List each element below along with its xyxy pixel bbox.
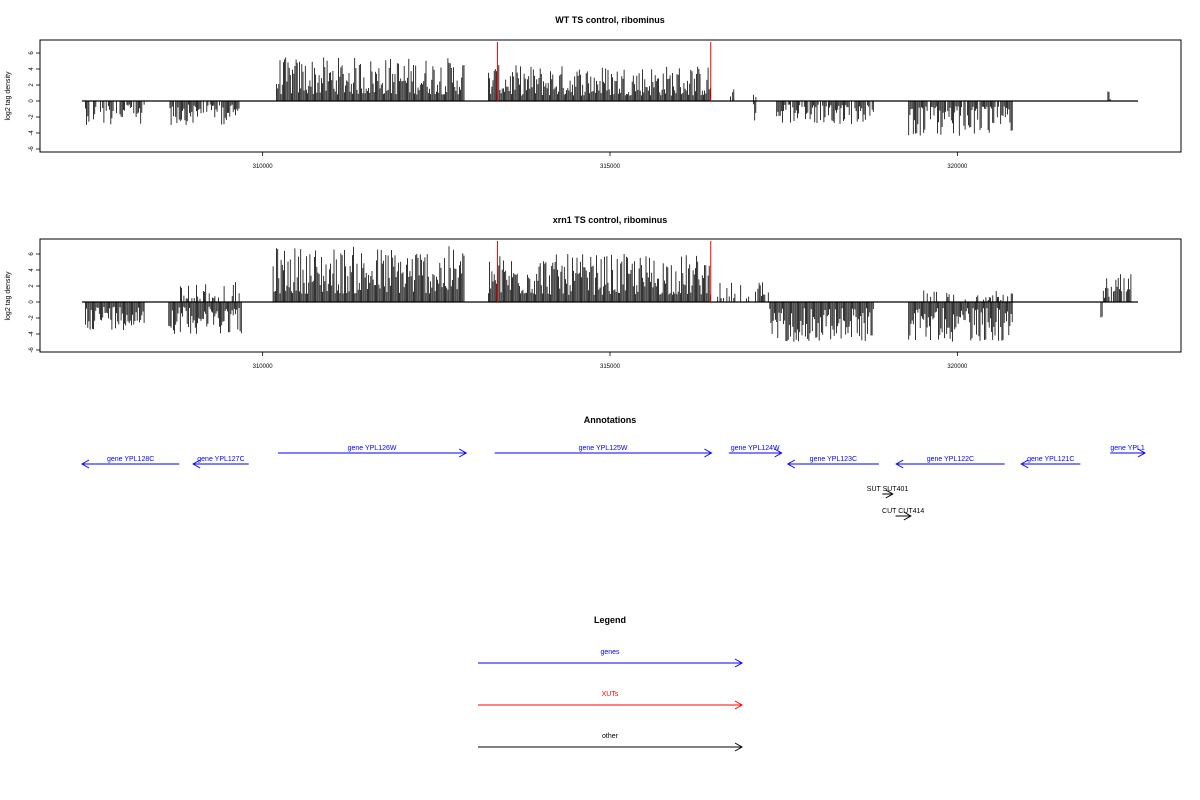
annotation-arrow-head <box>903 511 912 521</box>
xrn1-signal-bars <box>82 246 1138 342</box>
y-tick-label: -4 <box>29 130 35 136</box>
legend-label: XUTs <box>602 691 619 698</box>
annotation-gene: gene YPL122C <box>895 456 1005 469</box>
legend-arrow-head <box>734 700 744 710</box>
x-tick-label: 315000 <box>600 164 621 170</box>
annotation-arrow-head <box>1020 459 1029 469</box>
annotation-label: gene YPL1 <box>1110 445 1145 452</box>
y-tick-label: -4 <box>29 331 35 337</box>
annotation-arrow-head <box>80 459 90 469</box>
annotation-gene: gene YPL125W <box>494 445 713 458</box>
annotation-arrow-head <box>1137 448 1146 458</box>
annotations-title: Annotations <box>584 415 637 425</box>
wt-track-title: WT TS control, ribominus <box>555 15 665 25</box>
annotation-label: gene YPL122C <box>927 456 974 463</box>
wt-y-axis: -6 -4 -2 0 2 4 6 <box>29 51 40 152</box>
y-tick-label: -6 <box>29 347 35 353</box>
wt-plot-frame <box>39 39 1182 153</box>
annotation-label: gene YPL128C <box>107 456 154 463</box>
legend-title: Legend <box>594 615 626 625</box>
annotation-arrow-head <box>704 448 713 458</box>
annotation-gene: gene YPL121C <box>1020 456 1081 469</box>
y-tick-label: 6 <box>29 51 35 55</box>
xrn1-track-title: xrn1 TS control, ribominus <box>553 215 668 225</box>
x-tick-label: 310000 <box>253 364 274 370</box>
y-tick-label: 2 <box>29 284 35 288</box>
y-tick-label: 2 <box>29 83 35 87</box>
xrn1-plot-frame <box>39 238 1182 353</box>
annotation-label: gene YPL121C <box>1027 456 1074 463</box>
xrn1-xut-markers <box>496 241 712 302</box>
annotation-label: SUT SUT401 <box>867 486 909 493</box>
x-tick-label: 320000 <box>947 164 968 170</box>
annotation-features: gene YPL128C gene YPL127C gene YPL126W gene… <box>80 445 1146 521</box>
annotations-track: Annotations gene YPL128C gene YPL127Cgene… <box>80 415 1146 521</box>
annotation-gene: gene YPL127C <box>192 456 249 469</box>
annotation-label: gene YPL127C <box>197 456 244 463</box>
y-tick-label: -2 <box>29 315 35 321</box>
x-tick-label: 320000 <box>947 364 968 370</box>
y-tick-label: 0 <box>29 99 35 103</box>
annotation-label: CUT CUT414 <box>882 508 924 515</box>
annotation-gene: gene YPL128C <box>80 456 180 469</box>
legend: Legend genes XUTs other <box>478 615 744 752</box>
annotation-arrow-head <box>774 448 783 458</box>
legend-label: genes <box>600 649 620 656</box>
annotation-label: gene YPL124W <box>731 445 780 452</box>
y-tick-label: 4 <box>29 67 35 71</box>
annotation-arrow-head <box>458 448 468 458</box>
legend-entry-xut: XUTs <box>478 691 744 710</box>
y-tick-label: -2 <box>29 114 35 120</box>
legend-entries: genes XUTs other <box>478 649 744 752</box>
annotation-gene: gene YPL123C <box>786 456 879 469</box>
annotation-gene: gene YPL1 <box>1110 445 1146 458</box>
wt-y-axis-label: log2 tag density <box>5 71 12 121</box>
y-tick-label: 4 <box>29 268 35 272</box>
annotation-arrow-head <box>786 459 796 469</box>
annotation-label: gene YPL126W <box>348 445 397 452</box>
legend-arrow-head <box>734 658 744 668</box>
xrn1-y-axis-label: log2 tag density <box>5 271 12 321</box>
annotation-label: gene YPL123C <box>810 456 857 463</box>
annotation-arrow-head <box>192 459 201 469</box>
y-tick-label: 6 <box>29 252 35 256</box>
legend-label: other <box>602 733 619 740</box>
wt-x-axis: 310000 315000 320000 <box>253 152 968 170</box>
legend-arrow-head <box>734 742 744 752</box>
x-tick-label: 315000 <box>600 364 621 370</box>
y-tick-label: -6 <box>29 146 35 152</box>
x-tick-label: 310000 <box>253 164 274 170</box>
wt-xut-markers <box>496 42 712 101</box>
y-tick-label: 0 <box>29 300 35 304</box>
annotation-arrow-head <box>885 489 894 499</box>
annotation-other: CUT CUT414 <box>882 508 924 521</box>
annotation-arrow-head <box>895 459 904 469</box>
annotation-gene: gene YPL126W <box>277 445 468 458</box>
wt-track-panel: WT TS control, ribominus log2 tag densit… <box>5 15 1182 170</box>
xrn1-track-panel: xrn1 TS control, ribominus log2 tag dens… <box>5 215 1182 370</box>
legend-entry-other: other <box>478 733 744 752</box>
annotation-gene: gene YPL124W <box>728 445 783 458</box>
annotation-label: gene YPL125W <box>579 445 628 452</box>
xrn1-y-axis: -6 -4 -2 0 2 4 6 <box>29 252 40 353</box>
legend-entry-gene: genes <box>478 649 744 668</box>
annotation-other: SUT SUT401 <box>867 486 909 499</box>
xrn1-x-axis: 310000 315000 320000 <box>253 352 968 370</box>
wt-signal-bars <box>82 57 1138 136</box>
